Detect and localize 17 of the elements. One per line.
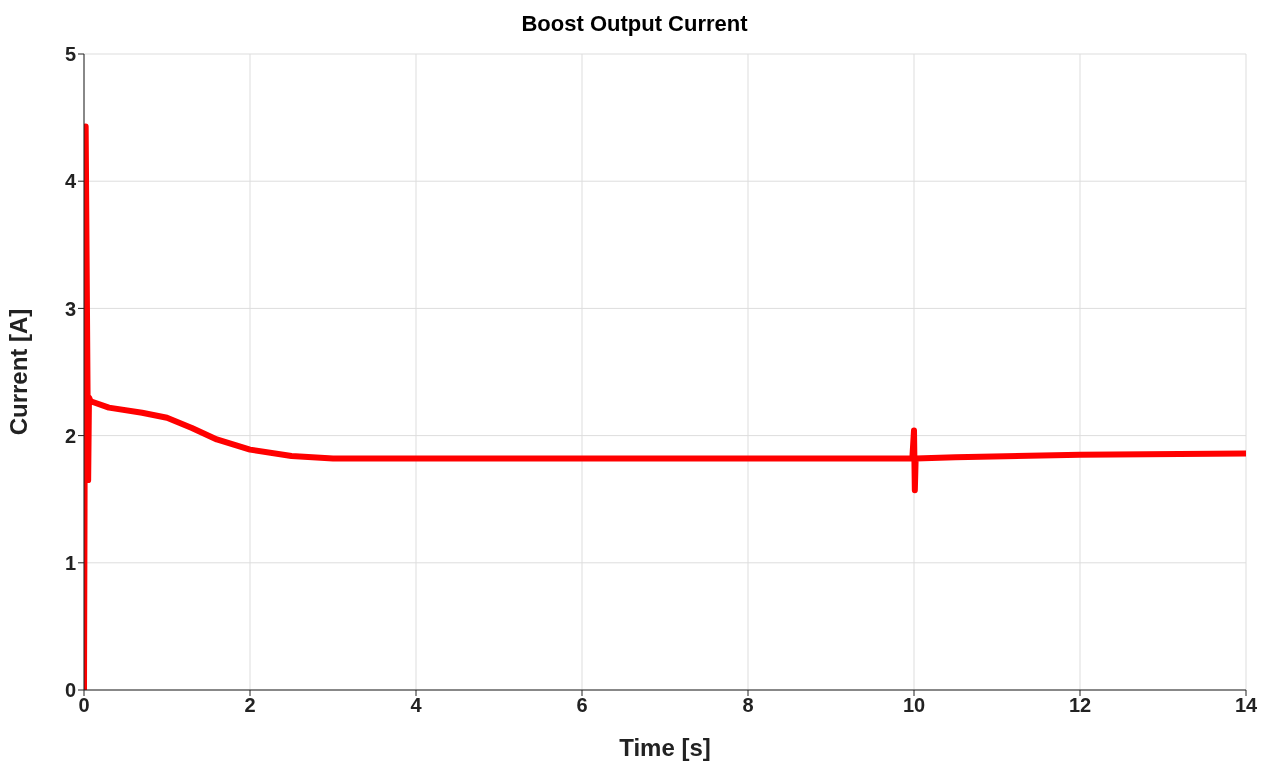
x-tick-label: 0 [78, 694, 90, 717]
x-tick-label: 4 [410, 694, 423, 717]
y-tick-label: 5 [64, 43, 76, 66]
x-tick-label: 10 [902, 694, 926, 717]
x-tick-label: 2 [244, 694, 256, 717]
x-tick-label: 6 [576, 694, 588, 717]
x-tick-label: 12 [1068, 694, 1092, 717]
y-tick-label: 3 [64, 297, 76, 320]
y-tick-label: 1 [64, 551, 76, 574]
y-tick-label: 2 [64, 424, 76, 447]
chart-title: Boost Output Current [520, 10, 749, 38]
y-tick-label: 0 [64, 679, 76, 702]
y-axis-title: Current [A] [4, 308, 32, 436]
x-axis-title: Time [s] [619, 734, 711, 761]
x-tick-label: 14 [1234, 694, 1258, 717]
y-tick-label: 4 [64, 170, 77, 193]
x-tick-label: 8 [742, 694, 754, 717]
